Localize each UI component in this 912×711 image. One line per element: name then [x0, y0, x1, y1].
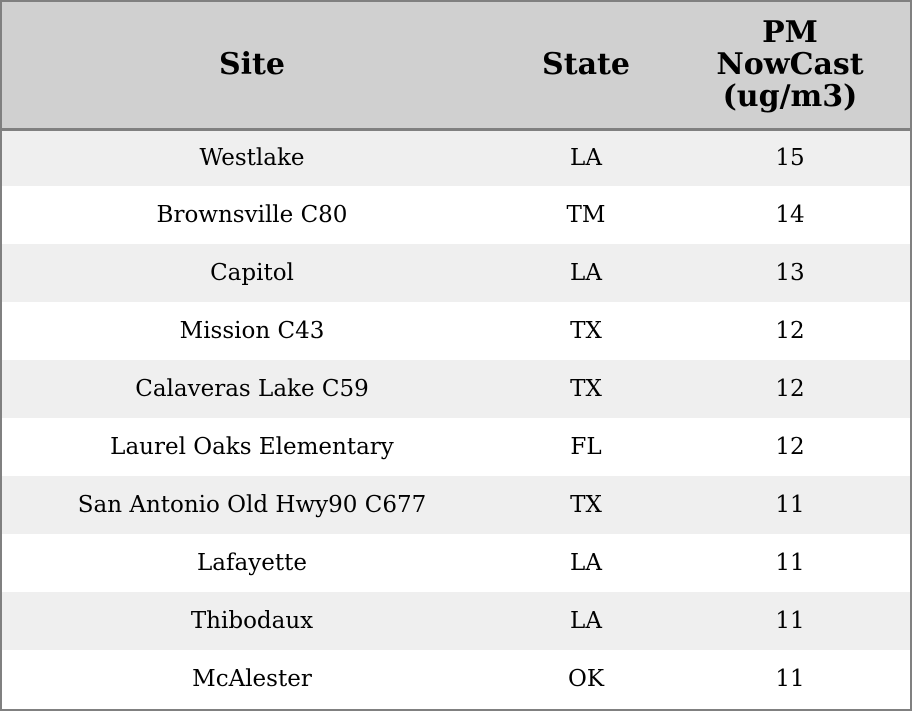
state-cell: TX	[570, 318, 602, 344]
table-row: Capitol LA 13	[2, 244, 910, 302]
pm-nowcast-cell: 12	[775, 376, 805, 402]
table-row: Brownsville C80 TM 14	[2, 186, 910, 244]
state-cell: TM	[566, 202, 606, 228]
header-row: Site State PM NowCast (ug/m3)	[2, 2, 910, 131]
state-cell: TX	[570, 376, 602, 402]
table-row: Thibodaux LA 11	[2, 592, 910, 650]
pm-nowcast-cell: 12	[775, 434, 805, 460]
pm-nowcast-cell: 13	[775, 260, 805, 286]
pm-nowcast-cell: 14	[775, 202, 805, 228]
pm-nowcast-cell: 11	[775, 492, 805, 518]
site-cell: San Antonio Old Hwy90 C677	[77, 492, 427, 518]
state-cell: LA	[570, 550, 602, 576]
column-header-site-label: Site	[218, 46, 285, 82]
table-body: Westlake LA 15 Brownsville C80 TM 14 Capitol LA…	[2, 129, 910, 708]
state-cell: LA	[570, 145, 602, 172]
site-cell: Calaveras Lake C59	[135, 376, 369, 402]
site-cell: Capitol	[210, 260, 294, 286]
pm-nowcast-cell: 11	[775, 550, 805, 576]
pm-nowcast-cell: 11	[775, 608, 805, 634]
pm-nowcast-cell: 12	[775, 318, 805, 344]
site-cell: Westlake	[199, 145, 305, 172]
site-cell: Thibodaux	[190, 608, 314, 634]
table-row: Laurel Oaks Elementary FL 12	[2, 418, 910, 476]
state-cell: TX	[570, 492, 602, 518]
table-row: Calaveras Lake C59 TX 12	[2, 360, 910, 418]
site-cell: Laurel Oaks Elementary	[110, 434, 394, 460]
table-header: Site State PM NowCast (ug/m3)	[2, 2, 910, 131]
site-cell: Lafayette	[197, 550, 307, 576]
pm-nowcast-cell: 15	[775, 145, 805, 172]
table-row: San Antonio Old Hwy90 C677 TX 11	[2, 476, 910, 534]
column-header-pm-nowcast: PM NowCast (ug/m3)	[670, 2, 910, 131]
column-header-site: Site	[2, 2, 502, 131]
state-cell: LA	[570, 260, 602, 286]
column-header-state-label: State	[542, 46, 630, 82]
state-cell: LA	[570, 608, 602, 634]
table-row: McAlester OK 11	[2, 650, 910, 708]
table-row: Mission C43 TX 12	[2, 302, 910, 360]
site-cell: Mission C43	[179, 318, 325, 344]
state-cell: OK	[567, 666, 605, 692]
site-cell: Brownsville C80	[156, 202, 348, 228]
column-header-state: State	[502, 2, 670, 131]
column-header-pm-nowcast-label: PM NowCast (ug/m3)	[716, 14, 864, 114]
table-row: Westlake LA 15	[2, 129, 910, 186]
state-cell: FL	[570, 434, 602, 460]
site-cell: McAlester	[192, 666, 312, 692]
pm-nowcast-cell: 11	[775, 666, 805, 692]
table-row: Lafayette LA 11	[2, 534, 910, 592]
